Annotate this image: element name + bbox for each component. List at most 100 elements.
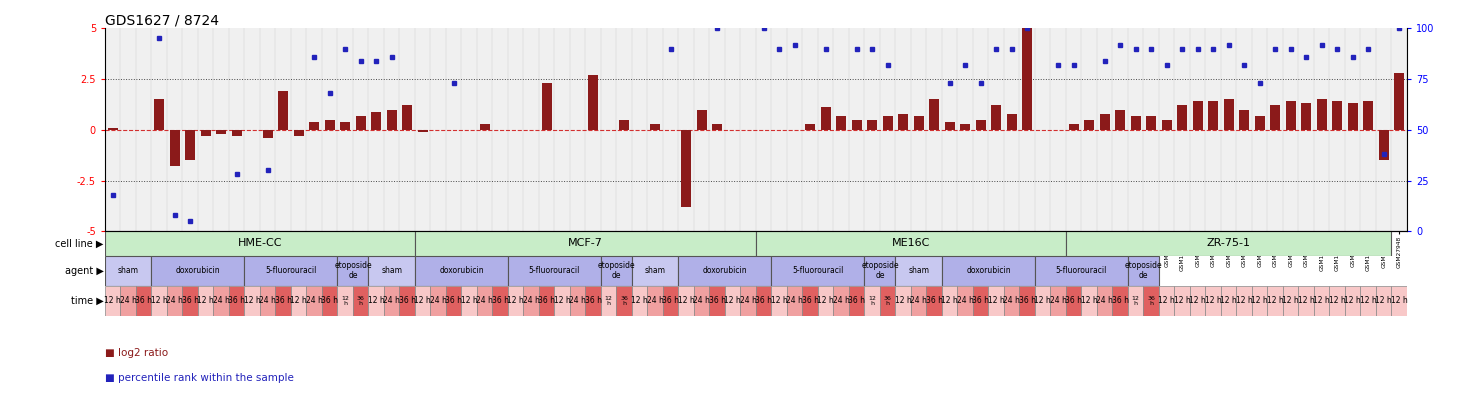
- Bar: [1360, 286, 1376, 316]
- Bar: [399, 286, 416, 316]
- Bar: [1376, 286, 1391, 316]
- Text: 24 h: 24 h: [477, 296, 493, 305]
- Bar: [898, 113, 908, 130]
- Text: HME-CC: HME-CC: [238, 239, 283, 248]
- Text: 36 h: 36 h: [662, 296, 679, 305]
- Bar: [1099, 113, 1110, 130]
- Bar: [771, 256, 865, 286]
- Bar: [741, 286, 755, 316]
- Bar: [353, 286, 369, 316]
- Bar: [1035, 286, 1050, 316]
- Bar: [507, 286, 523, 316]
- Bar: [306, 286, 322, 316]
- Bar: [617, 286, 631, 316]
- Bar: [725, 286, 741, 316]
- Bar: [1209, 101, 1219, 130]
- Bar: [914, 115, 924, 130]
- Bar: [570, 286, 586, 316]
- Bar: [1270, 105, 1280, 130]
- Bar: [1394, 73, 1404, 130]
- Text: etoposide
de: etoposide de: [862, 261, 898, 280]
- Bar: [1255, 115, 1264, 130]
- Bar: [865, 286, 881, 316]
- Bar: [446, 286, 462, 316]
- Bar: [1066, 231, 1391, 256]
- Bar: [1317, 99, 1327, 130]
- Bar: [991, 105, 1002, 130]
- Text: 36
h: 36 h: [1147, 296, 1155, 306]
- Text: 36 h: 36 h: [445, 296, 462, 305]
- Text: 12 h: 12 h: [1236, 296, 1252, 305]
- Text: 12 h: 12 h: [1080, 296, 1098, 305]
- Text: 12 h: 12 h: [367, 296, 385, 305]
- Text: 12
h: 12 h: [869, 296, 876, 306]
- Bar: [542, 83, 551, 130]
- Bar: [245, 286, 260, 316]
- Bar: [868, 119, 878, 130]
- Bar: [201, 130, 211, 136]
- Bar: [169, 130, 179, 166]
- Bar: [805, 124, 815, 130]
- Bar: [1069, 124, 1079, 130]
- Text: doxorubicin: doxorubicin: [439, 266, 484, 275]
- Bar: [325, 119, 335, 130]
- Bar: [309, 122, 319, 130]
- Bar: [1239, 109, 1250, 130]
- Bar: [1096, 286, 1112, 316]
- Bar: [1143, 286, 1159, 316]
- Bar: [185, 130, 195, 160]
- Bar: [1115, 109, 1126, 130]
- Bar: [416, 256, 507, 286]
- Text: 24 h: 24 h: [569, 296, 586, 305]
- Bar: [293, 130, 303, 136]
- Text: sham: sham: [644, 266, 666, 275]
- Text: sham: sham: [908, 266, 929, 275]
- Text: 36 h: 36 h: [538, 296, 555, 305]
- Text: 36 h: 36 h: [1066, 296, 1082, 305]
- Bar: [554, 286, 570, 316]
- Text: 36 h: 36 h: [398, 296, 416, 305]
- Bar: [539, 286, 554, 316]
- Bar: [1019, 286, 1035, 316]
- Text: doxorubicin: doxorubicin: [967, 266, 1010, 275]
- Bar: [369, 256, 416, 286]
- Text: 36 h: 36 h: [926, 296, 943, 305]
- Text: GDS1627 / 8724: GDS1627 / 8724: [105, 13, 219, 27]
- Bar: [1162, 119, 1172, 130]
- Text: 24 h: 24 h: [833, 296, 850, 305]
- Text: 36 h: 36 h: [229, 296, 245, 305]
- Bar: [771, 286, 787, 316]
- Text: 12 h: 12 h: [1360, 296, 1376, 305]
- Text: 5-fluorouracil: 5-fluorouracil: [792, 266, 844, 275]
- Bar: [383, 286, 399, 316]
- Bar: [697, 109, 707, 130]
- Text: 36 h: 36 h: [709, 296, 726, 305]
- Text: 36
h: 36 h: [357, 296, 364, 306]
- Bar: [650, 124, 660, 130]
- Bar: [152, 286, 168, 316]
- Bar: [477, 286, 493, 316]
- Bar: [356, 115, 366, 130]
- Bar: [372, 111, 381, 130]
- Bar: [262, 130, 273, 138]
- Text: 12
h: 12 h: [605, 296, 612, 306]
- Text: etoposide
de: etoposide de: [334, 261, 372, 280]
- Bar: [232, 130, 242, 136]
- Bar: [462, 286, 477, 316]
- Text: 12 h: 12 h: [554, 296, 570, 305]
- Bar: [493, 286, 507, 316]
- Bar: [647, 286, 663, 316]
- Bar: [1379, 130, 1389, 160]
- Bar: [278, 91, 289, 130]
- Bar: [802, 286, 818, 316]
- Text: 12 h: 12 h: [1283, 296, 1299, 305]
- Text: 12 h: 12 h: [197, 296, 214, 305]
- Text: 36 h: 36 h: [1019, 296, 1035, 305]
- Bar: [975, 119, 986, 130]
- Bar: [1005, 286, 1019, 316]
- Text: 12 h: 12 h: [1344, 296, 1362, 305]
- Bar: [430, 286, 446, 316]
- Text: 36 h: 36 h: [182, 296, 198, 305]
- Bar: [216, 130, 226, 134]
- Bar: [681, 130, 691, 207]
